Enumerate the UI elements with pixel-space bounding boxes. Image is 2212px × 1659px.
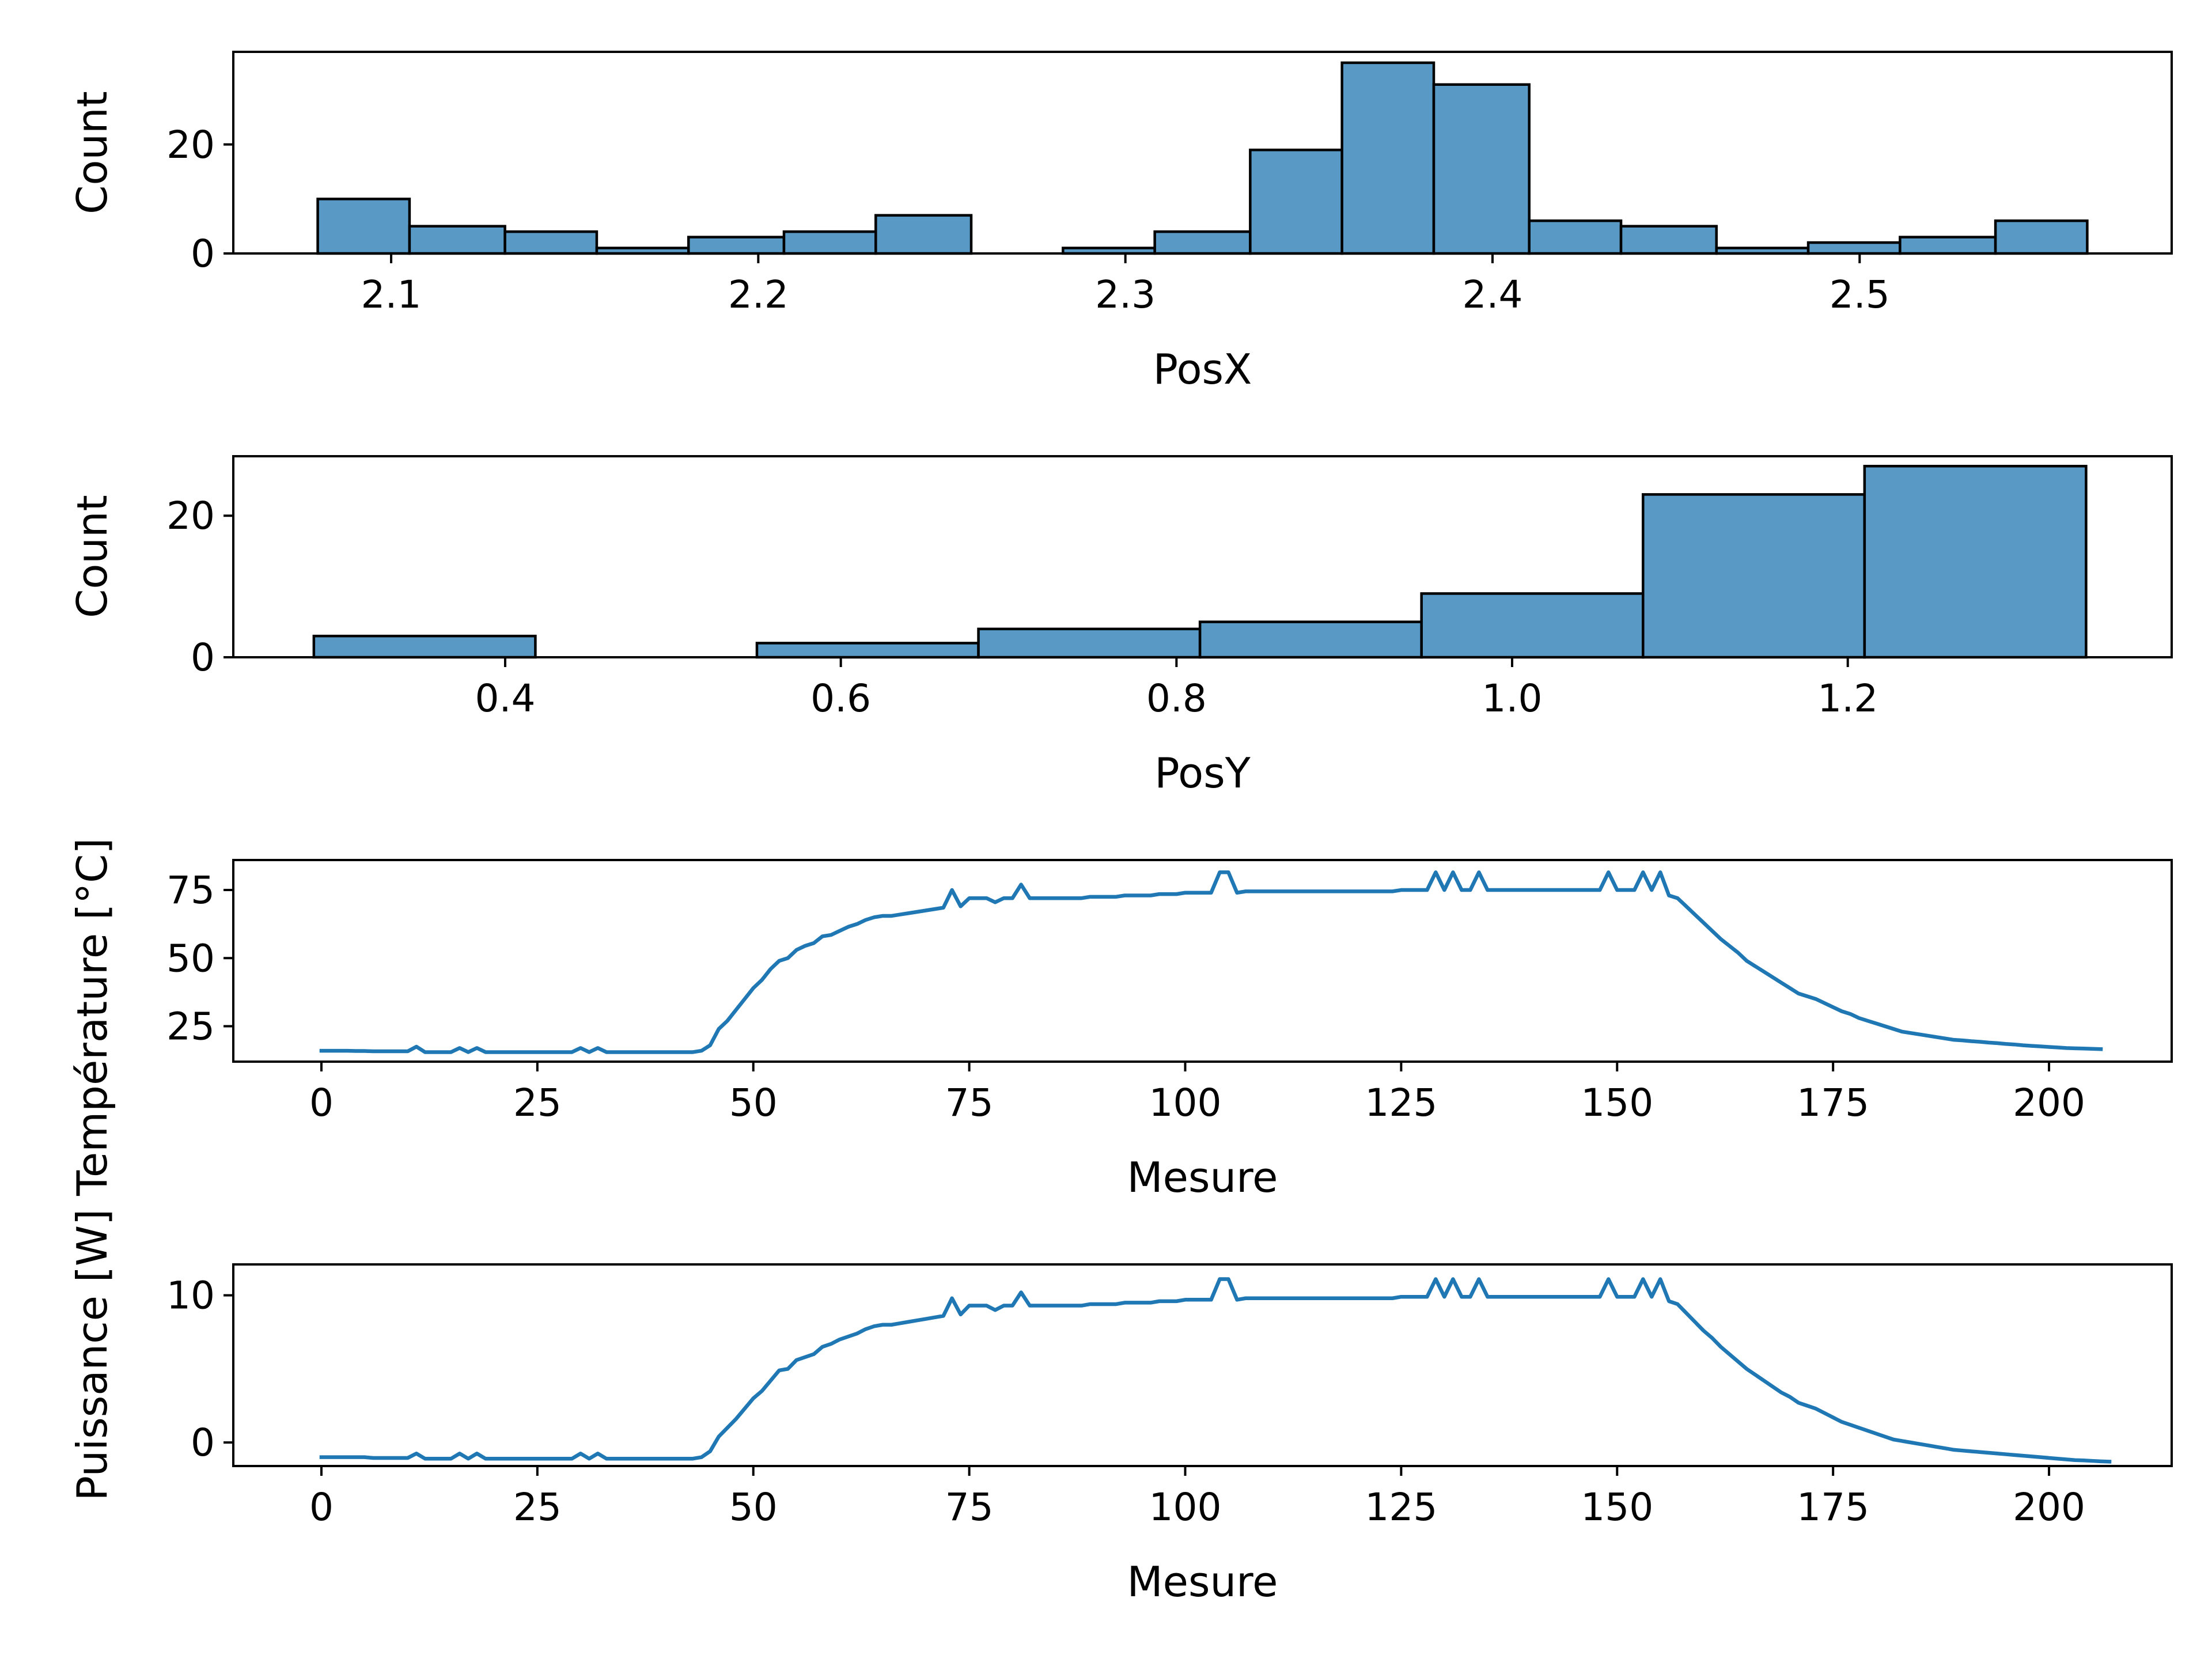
posy-ytick-label: 0	[191, 635, 215, 680]
temperature-xtick-label: 150	[1581, 1081, 1653, 1125]
temperature-power-ylabel: Puissance [W] Température [°C]	[68, 838, 116, 1501]
posy-xtick-label: 1.0	[1482, 676, 1543, 721]
temperature-xtick-label: 50	[729, 1081, 778, 1125]
posx-bar-18	[1994, 219, 2089, 255]
posx-bar-12	[1432, 83, 1531, 255]
posy-bar-5	[1420, 592, 1645, 659]
posy-bar-6	[1642, 493, 1866, 659]
posx-ytick-label: 20	[166, 123, 215, 167]
posx-bar-4	[687, 236, 786, 255]
power-xtick-label: 50	[729, 1485, 778, 1529]
posx-xtick-label: 2.4	[1462, 272, 1522, 317]
power-xtick-label: 175	[1797, 1485, 1869, 1529]
posy-bar-2	[755, 642, 980, 659]
posx-bar-2	[503, 230, 599, 255]
temperature-xlabel: Mesure	[1127, 1153, 1278, 1202]
power-series-line-0	[319, 1277, 2112, 1464]
temperature-ytick-label: 75	[166, 868, 215, 912]
posx-axes-frame	[232, 51, 2173, 255]
posx-xtick-label: 2.5	[1830, 272, 1890, 317]
posx-bar-0	[316, 198, 411, 255]
posx-ylabel: Count	[68, 91, 116, 214]
power-xtick-label: 150	[1581, 1485, 1653, 1529]
posy-bar-0	[312, 634, 537, 659]
temperature-xtick-label: 125	[1365, 1081, 1437, 1125]
posx-bar-17	[1899, 236, 1997, 255]
temperature-axes-frame	[232, 859, 2173, 1063]
posx-xtick-label: 2.3	[1095, 272, 1156, 317]
power-xtick-label: 25	[513, 1485, 562, 1529]
posy-histogram-panel: 0.4 0.6 0.8 1.0 1.2 0 20 PosY Count	[68, 455, 2173, 797]
posx-bar-6	[874, 214, 973, 255]
posy-xtick-label: 0.8	[1146, 676, 1207, 721]
temperature-xtick-label: 75	[945, 1081, 994, 1125]
posx-histogram-panel: 2.1 2.2 2.3 2.4 2.5 0 20 PosX Count	[68, 51, 2173, 393]
temperature-ytick-label: 25	[166, 1005, 215, 1049]
power-xlabel: Mesure	[1127, 1558, 1278, 1606]
power-line-panel: 0 25 50 75 100 125 150 175 200 0 10 Mesure	[166, 1263, 2173, 1606]
temperature-xtick-label: 100	[1149, 1081, 1222, 1125]
posx-bar-11	[1340, 61, 1435, 255]
posy-ytick-label: 20	[166, 494, 215, 538]
power-xtick-label: 200	[2013, 1485, 2085, 1529]
temperature-xtick-label: 25	[513, 1081, 562, 1125]
posx-bar-1	[408, 225, 506, 255]
power-xtick-label: 75	[945, 1485, 994, 1529]
temperature-ytick-label: 50	[166, 936, 215, 980]
power-xtick-label: 125	[1365, 1485, 1437, 1529]
posx-bar-16	[1806, 241, 1902, 255]
posx-bar-9	[1153, 230, 1252, 255]
posy-xtick-label: 1.2	[1817, 676, 1878, 721]
power-xtick-label: 100	[1149, 1485, 1222, 1529]
posy-xtick-label: 0.4	[475, 676, 535, 721]
power-axes-frame	[232, 1263, 2173, 1467]
posx-xtick-label: 2.2	[728, 272, 789, 317]
power-xtick-label: 0	[309, 1485, 334, 1529]
posx-bar-13	[1528, 219, 1623, 255]
posy-axes-frame	[232, 455, 2173, 658]
posy-bar-4	[1198, 620, 1423, 659]
posy-bar-7	[1863, 464, 2088, 659]
posy-bar-3	[977, 627, 1202, 659]
power-ytick-label: 0	[191, 1421, 215, 1465]
temperature-xtick-label: 200	[2013, 1081, 2085, 1125]
posx-xlabel: PosX	[1153, 345, 1252, 393]
posx-xtick-label: 2.1	[361, 272, 422, 317]
posx-ytick-label: 0	[191, 232, 215, 276]
posy-xtick-label: 0.6	[810, 676, 871, 721]
temperature-series-line-0	[319, 870, 2103, 1054]
posy-ylabel: Count	[68, 495, 116, 618]
posx-bar-5	[782, 230, 877, 255]
temperature-xtick-label: 175	[1797, 1081, 1869, 1125]
temperature-line-panel: 0 25 50 75 100 125 150 175 200 25 50 75 Mesure	[166, 859, 2173, 1202]
posx-bar-10	[1249, 149, 1343, 255]
posy-xlabel: PosY	[1154, 749, 1251, 797]
power-ytick-label: 10	[166, 1274, 215, 1318]
posx-bar-14	[1619, 225, 1718, 255]
temperature-xtick-label: 0	[309, 1081, 334, 1125]
